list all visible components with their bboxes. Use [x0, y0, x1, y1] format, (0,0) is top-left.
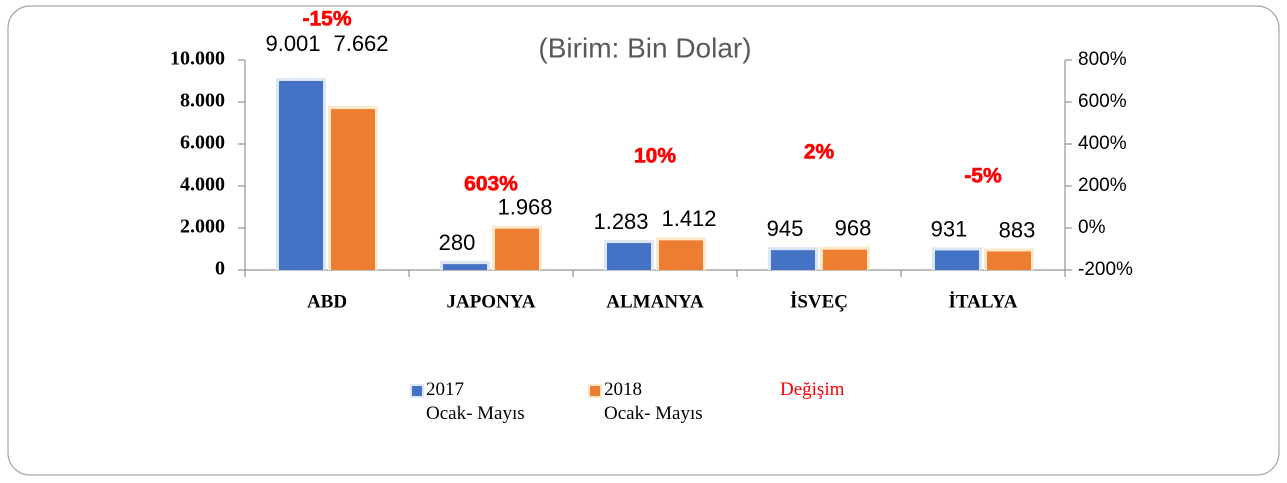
- value-label: 1.968: [497, 194, 552, 219]
- value-label: 280: [439, 230, 476, 255]
- bar: [987, 251, 1031, 270]
- change-label: -15%: [302, 8, 351, 31]
- y-tick-label: 10.000: [170, 48, 225, 70]
- bar: [443, 264, 487, 270]
- value-label: 931: [931, 216, 968, 241]
- y-tick-label: 2.000: [180, 216, 225, 238]
- bar: [607, 243, 651, 270]
- value-label: 945: [767, 216, 804, 241]
- y-tick-label: 0: [215, 258, 225, 280]
- bar: [935, 250, 979, 270]
- x-tick-label: İSVEÇ: [790, 291, 848, 312]
- y-tick-label: 8.000: [180, 90, 225, 112]
- value-label: 9.001: [265, 31, 320, 56]
- value-label: 883: [999, 217, 1036, 242]
- y2-tick-label: 200%: [1078, 175, 1127, 196]
- value-label: 7.662: [333, 31, 388, 56]
- chart-title: (Birim: Bin Dolar): [538, 32, 751, 63]
- legend-label: 2018 Ocak- Mayıs: [604, 379, 703, 424]
- legend-label: Değişim: [780, 379, 845, 400]
- bar: [823, 249, 867, 270]
- bar: [279, 80, 323, 270]
- x-tick-label: İTALYA: [948, 291, 1017, 312]
- bar: [771, 250, 815, 270]
- change-label: 603%: [464, 173, 518, 196]
- change-label: -5%: [964, 165, 1002, 188]
- value-label: 968: [835, 215, 872, 240]
- y-tick-label: 4.000: [180, 174, 225, 196]
- legend-swatch: [412, 386, 422, 396]
- y2-tick-label: 400%: [1078, 133, 1127, 154]
- legend-swatch: [590, 386, 600, 396]
- x-tick-label: ABD: [307, 291, 347, 312]
- y-tick-label: 6.000: [180, 132, 225, 154]
- value-label: 1.412: [661, 206, 716, 231]
- bar: [495, 228, 539, 270]
- x-tick-label: JAPONYA: [446, 291, 535, 312]
- x-tick-label: ALMANYA: [606, 291, 704, 312]
- change-label: 2%: [804, 141, 835, 164]
- y2-tick-label: 800%: [1078, 49, 1127, 70]
- value-label: 1.283: [593, 209, 648, 234]
- legend-label: 2017 Ocak- Mayıs: [426, 379, 525, 424]
- y2-tick-label: 0%: [1078, 217, 1106, 238]
- y2-tick-label: -200%: [1078, 259, 1133, 280]
- y2-tick-label: 600%: [1078, 91, 1127, 112]
- bar: [659, 240, 703, 270]
- change-label: 10%: [634, 145, 676, 168]
- bar: [331, 109, 375, 271]
